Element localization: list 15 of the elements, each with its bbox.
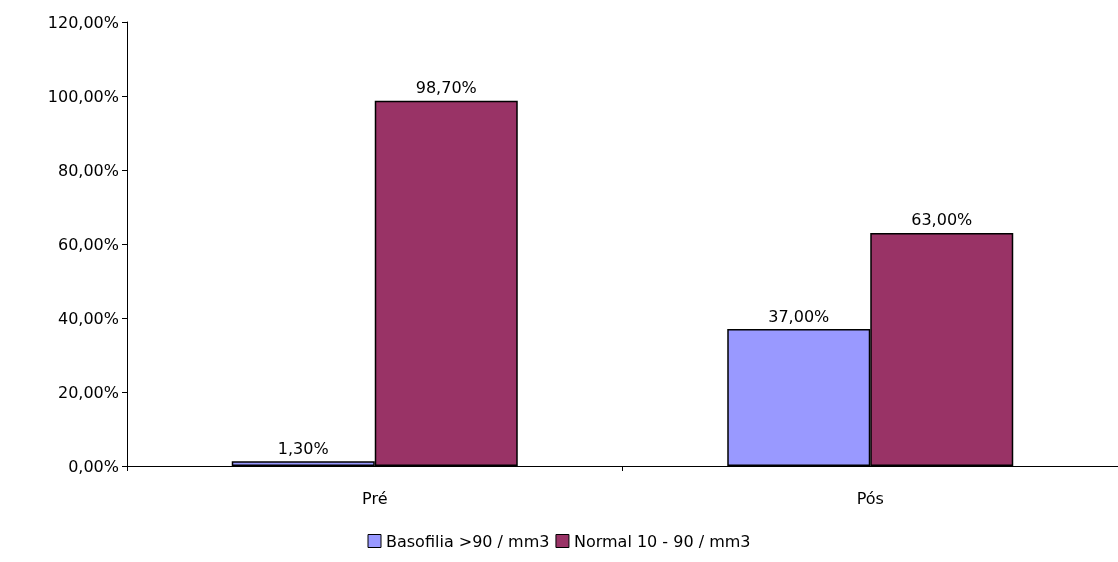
y-tick-label: 120,00% [47, 12, 119, 32]
data-label: 98,70% [415, 78, 477, 98]
y-tick-label: 80,00% [57, 160, 119, 180]
data-label: 63,00% [911, 210, 973, 230]
y-tick-label: 60,00% [57, 234, 119, 254]
data-label: 37,00% [768, 306, 830, 326]
y-tick-label: 40,00% [57, 308, 119, 328]
y-tick-label: 0,00% [68, 456, 119, 476]
legend-label: Normal 10 - 90 / mm3 [573, 531, 751, 551]
y-tick-label: 20,00% [57, 382, 119, 402]
x-tick-label: Pós [856, 488, 884, 508]
y-tick-label: 100,00% [47, 86, 119, 106]
x-tick-label: Pré [362, 488, 388, 508]
data-label: 1,30% [277, 438, 329, 458]
legend-label: Basofilia >90 / mm3 [386, 531, 550, 551]
